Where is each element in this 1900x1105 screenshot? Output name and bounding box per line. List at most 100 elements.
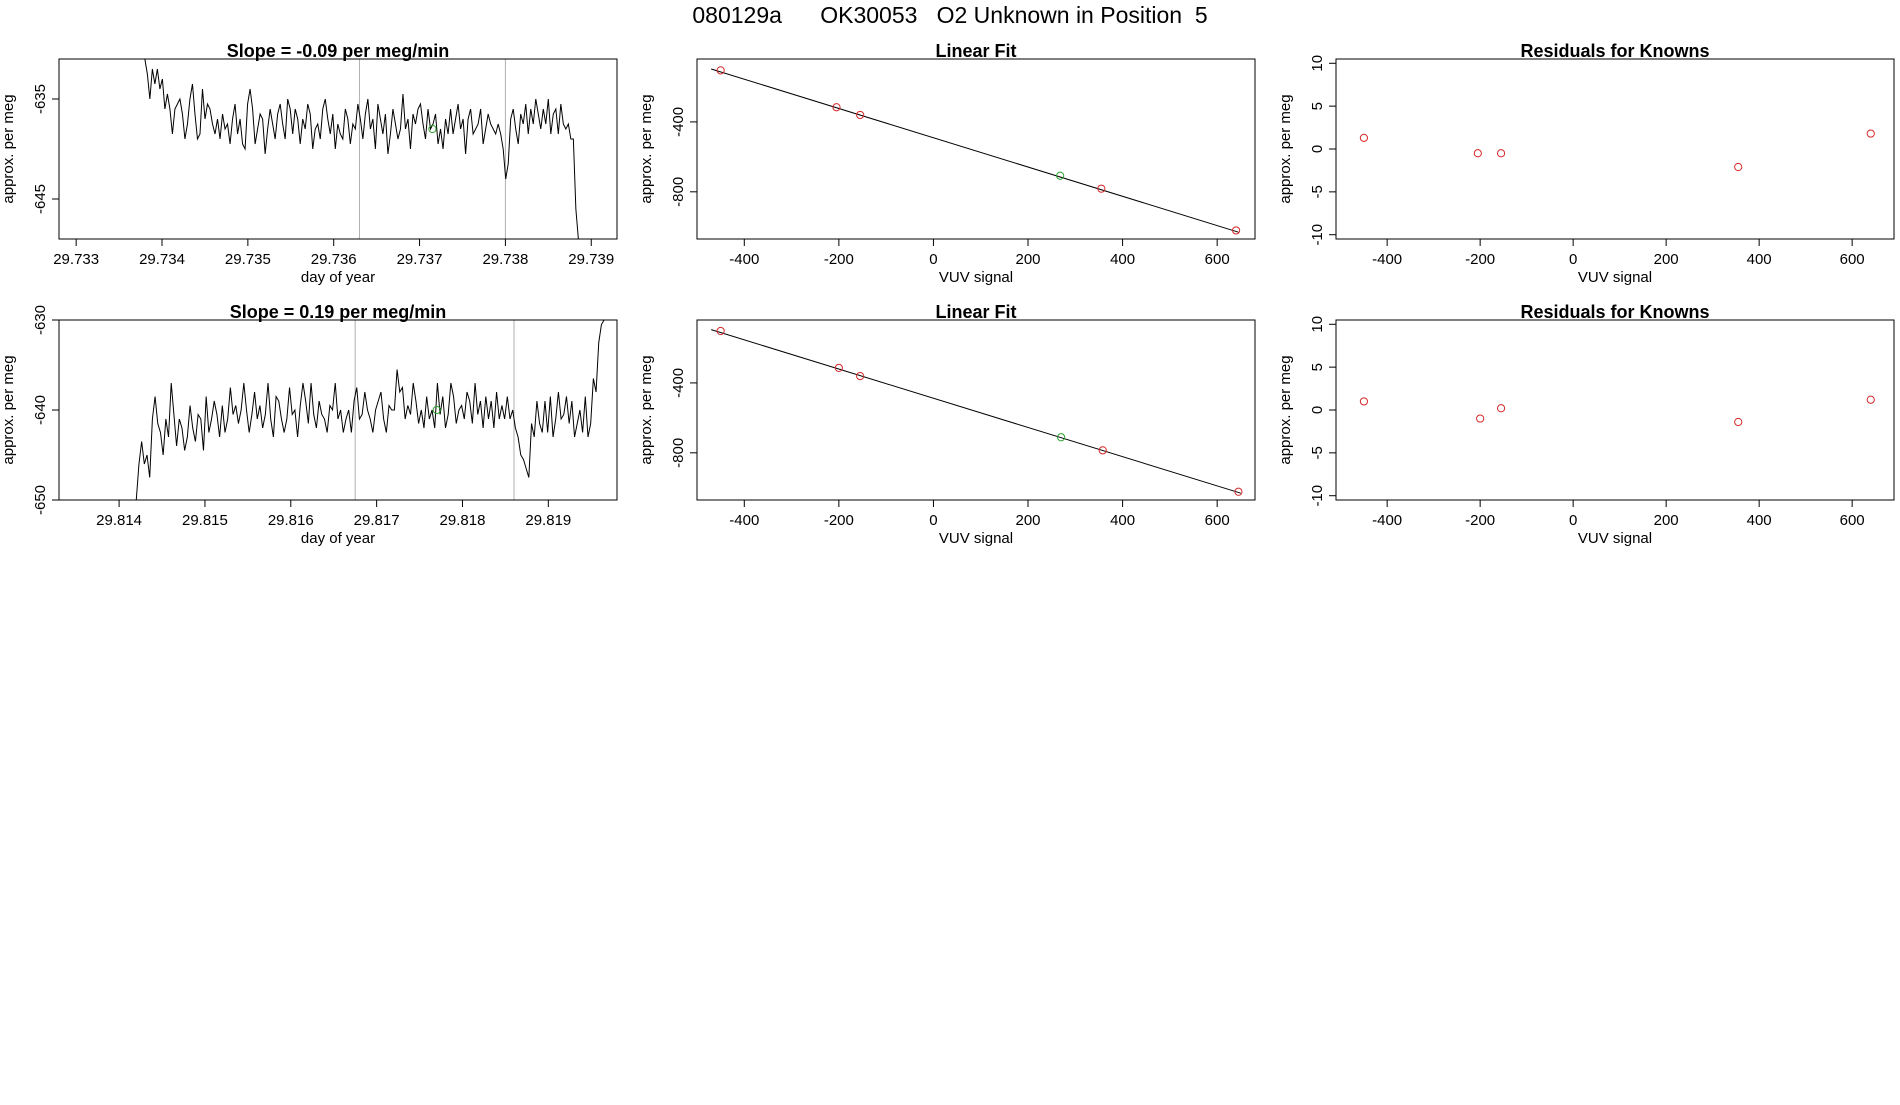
y-tick-label: 10 (1309, 55, 1326, 72)
x-tick-label: 600 (1205, 512, 1230, 529)
x-tick-label: 400 (1747, 512, 1772, 529)
known-point (1097, 184, 1106, 193)
x-tick-label: 0 (929, 512, 937, 529)
y-tick-label: -650 (32, 485, 49, 515)
series-line (144, 59, 579, 239)
x-tick-label: 200 (1654, 512, 1679, 529)
y-tick-label: 5 (1309, 363, 1326, 371)
y-tick-label: -800 (670, 177, 687, 207)
x-tick-label: -400 (1372, 512, 1402, 529)
x-tick-label: 400 (1110, 251, 1135, 268)
y-tick-label: -400 (670, 368, 687, 398)
known-point (1496, 404, 1506, 413)
series-line (135, 320, 605, 500)
chart-title: Residuals for Knowns (1520, 41, 1709, 61)
y-tick-label: 5 (1309, 102, 1326, 110)
y-axis-label: approx. per meg (1277, 355, 1294, 464)
x-tick-label: -200 (824, 251, 854, 268)
y-axis-label: approx. per meg (1277, 94, 1294, 203)
y-tick-label: -5 (1309, 185, 1326, 198)
chart-title: Linear Fit (935, 302, 1016, 322)
known-point (1234, 487, 1243, 496)
plot-frame (1335, 58, 1895, 240)
y-tick-label: -630 (32, 305, 49, 335)
x-axis-label: VUV signal (1578, 530, 1652, 547)
known-point (1359, 397, 1369, 406)
y-tick-label: -400 (670, 107, 687, 137)
x-tick-label: 29.818 (440, 512, 486, 529)
plot-area (1359, 395, 1875, 427)
x-tick-label: 29.734 (139, 251, 185, 268)
known-point (1476, 414, 1485, 423)
y-tick-label: 0 (1309, 145, 1326, 153)
chart-title: Linear Fit (935, 41, 1016, 61)
known-point (834, 363, 843, 372)
y-axis-label: approx. per meg (0, 94, 17, 203)
known-point (1734, 162, 1743, 172)
known-point (716, 66, 725, 75)
unknown-point (432, 405, 441, 415)
plot-area (144, 59, 579, 239)
x-axis-label: VUV signal (939, 269, 1013, 286)
chart-panel-2: Linear Fit -400 -200 0 200 400 600 VUV signal -8… (638, 41, 1256, 286)
known-point (1473, 149, 1482, 158)
plot-frame (696, 58, 1256, 240)
x-tick-label: -200 (824, 512, 854, 529)
page-title: 080129a OK30053 O2 Unknown in Position 5 (692, 2, 1208, 28)
x-tick-label: 29.736 (311, 251, 357, 268)
plot-frame (58, 58, 618, 240)
x-tick-label: 200 (1016, 512, 1041, 529)
x-tick-label: 29.737 (397, 251, 443, 268)
x-tick-label: 600 (1840, 512, 1865, 529)
x-tick-label: -200 (1465, 512, 1495, 529)
chart-panel-5: Linear Fit -400 -200 0 200 400 600 VUV signal -8… (638, 302, 1256, 547)
y-tick-label: -10 (1309, 485, 1326, 507)
x-tick-label: 200 (1654, 251, 1679, 268)
y-tick-label: -635 (32, 84, 49, 114)
chart-title: Slope = -0.09 per meg/min (227, 41, 450, 61)
known-point (1231, 226, 1241, 235)
plot-frame (58, 319, 618, 501)
plot-area (135, 320, 605, 500)
chart-panel-4: Slope = 0.19 per meg/min 29.814 29.815 29.8… (0, 302, 618, 547)
known-point (856, 371, 865, 381)
plot-area (711, 66, 1241, 235)
x-tick-label: 0 (1569, 512, 1577, 529)
x-tick-label: 600 (1205, 251, 1230, 268)
x-tick-label: 0 (1569, 251, 1577, 268)
x-tick-label: 600 (1840, 251, 1865, 268)
x-tick-label: 29.816 (268, 512, 314, 529)
x-axis-label: day of year (301, 269, 375, 286)
known-point (1098, 446, 1107, 455)
x-tick-label: 0 (929, 251, 937, 268)
x-tick-label: 29.815 (182, 512, 228, 529)
x-tick-label: 200 (1016, 251, 1041, 268)
fit-line (711, 68, 1239, 233)
x-axis-label: day of year (301, 530, 375, 547)
x-tick-label: 29.738 (482, 251, 528, 268)
known-point (1866, 395, 1875, 404)
chart-panel-6: Residuals for Knowns -400 -200 0 200 400 600 VU… (1277, 302, 1895, 547)
y-tick-label: -800 (670, 438, 687, 468)
y-tick-label: -645 (32, 184, 49, 214)
chart-title: Slope = 0.19 per meg/min (230, 302, 447, 322)
x-tick-label: -400 (729, 251, 759, 268)
x-tick-label: -400 (1372, 251, 1402, 268)
y-axis-label: approx. per meg (638, 355, 655, 464)
y-tick-label: 10 (1309, 316, 1326, 333)
plot-frame (1335, 319, 1895, 501)
x-tick-label: 400 (1747, 251, 1772, 268)
y-tick-label: -10 (1309, 224, 1326, 246)
known-point (1866, 129, 1875, 138)
known-point (1496, 149, 1506, 158)
x-axis-label: VUV signal (939, 530, 1013, 547)
y-tick-label: -5 (1309, 446, 1326, 459)
known-point (856, 110, 865, 120)
chart-panel-1: Slope = -0.09 per meg/min 29.733 29.734 29.… (0, 41, 618, 286)
x-tick-label: -400 (729, 512, 759, 529)
y-tick-label: -640 (32, 395, 49, 425)
fit-line (711, 329, 1241, 494)
y-axis-label: approx. per meg (638, 94, 655, 203)
